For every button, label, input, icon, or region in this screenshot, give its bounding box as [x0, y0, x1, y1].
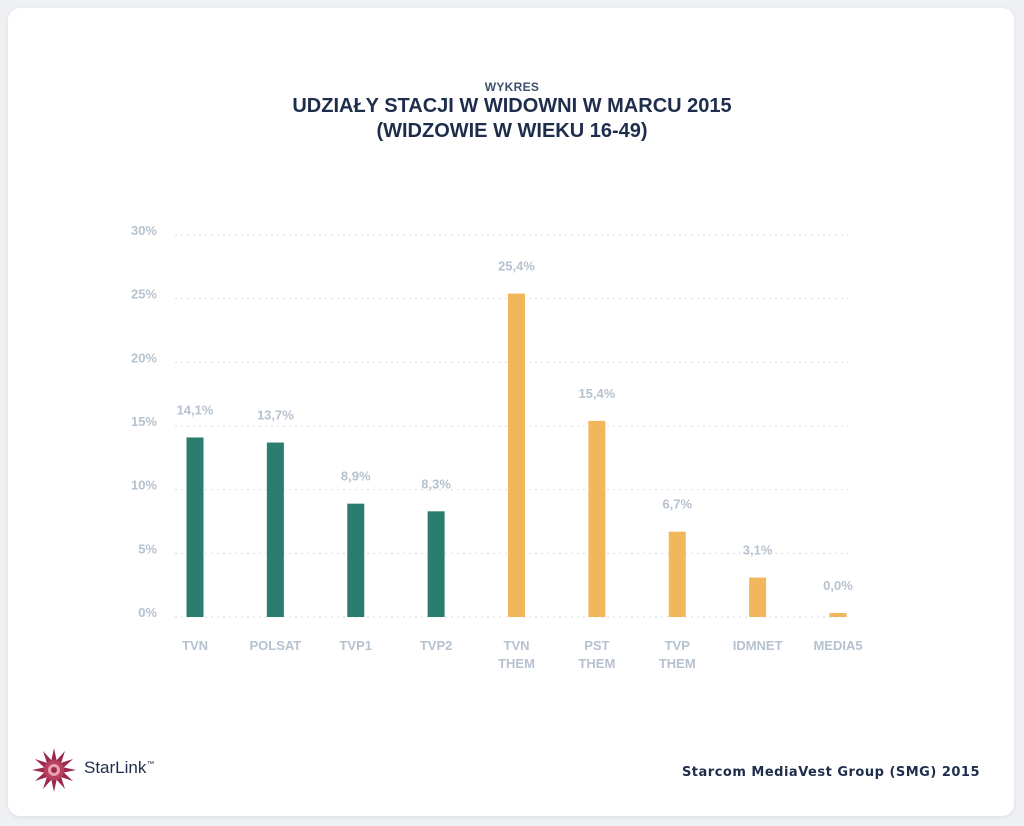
brand-trademark: ™: [146, 759, 155, 769]
y-tick-label: 5%: [138, 541, 157, 556]
bar: [588, 420, 606, 617]
chart-title-line1: UDZIAŁY STACJI W WIDOWNI W MARCU 2015: [292, 95, 732, 117]
data-label: 15,4%: [578, 386, 615, 401]
source-note: Starcom MediaVest Group (SMG) 2015: [681, 765, 980, 780]
bar: [749, 577, 767, 617]
bar: [427, 511, 445, 617]
y-tick-label: 20%: [131, 350, 157, 365]
x-axis-ticks: TVN POLSAT TVP1 TVP2 TVN THEM PST THEM TVP THEM ID…: [182, 638, 863, 671]
bar: [186, 437, 204, 617]
bar: [668, 531, 686, 617]
bar: [829, 613, 847, 617]
chart-title-line2: (WIDZOWIE W WIEKU 16-49): [376, 120, 648, 142]
data-label: 25,4%: [498, 259, 535, 274]
data-label: 3,1%: [743, 543, 773, 558]
x-tick-label: TVN: [182, 638, 208, 653]
x-tick-label: THEM: [659, 656, 696, 671]
y-tick-label: 0%: [138, 605, 157, 620]
y-tick-label: 30%: [131, 223, 157, 238]
y-axis-ticks: 0% 5% 10% 15% 20% 25% 30%: [131, 223, 157, 620]
x-tick-label: POLSAT: [249, 638, 301, 653]
y-tick-label: 15%: [131, 414, 157, 429]
data-label: 0,0%: [823, 578, 853, 593]
x-tick-label: IDMNET: [733, 638, 783, 653]
starlink-logo: StarLink™: [30, 746, 210, 794]
data-label: 8,9%: [341, 469, 371, 484]
bar: [347, 503, 365, 617]
value-labels: 14,1% 13,7% 8,9% 8,3% 25,4% 15,4% 6,7% 3,1% 0,0%: [177, 259, 854, 593]
x-tick-label: MEDIA5: [813, 638, 862, 653]
x-tick-label: TVP2: [420, 638, 453, 653]
chart-title: UDZIAŁY STACJI W WIDOWNI W MARCU 2015 (W…: [0, 94, 1024, 144]
data-label: 8,3%: [421, 476, 451, 491]
data-label: 13,7%: [257, 408, 294, 423]
data-label: 14,1%: [177, 402, 214, 417]
x-tick-label: THEM: [498, 656, 535, 671]
x-tick-label: PST: [584, 638, 609, 653]
starlink-star-icon: [32, 748, 76, 792]
brand-name: StarLink™: [84, 758, 155, 777]
x-tick-label: TVP: [665, 638, 691, 653]
y-tick-label: 10%: [131, 478, 157, 493]
bar: [508, 293, 525, 617]
x-tick-label: TVN: [504, 638, 530, 653]
x-tick-label: TVP1: [339, 638, 372, 653]
data-label: 6,7%: [662, 497, 692, 512]
bar: [266, 442, 284, 617]
bars: [186, 293, 847, 617]
chart-kicker: WYKRES: [484, 80, 540, 94]
y-tick-label: 25%: [131, 287, 157, 302]
x-tick-label: THEM: [578, 656, 615, 671]
